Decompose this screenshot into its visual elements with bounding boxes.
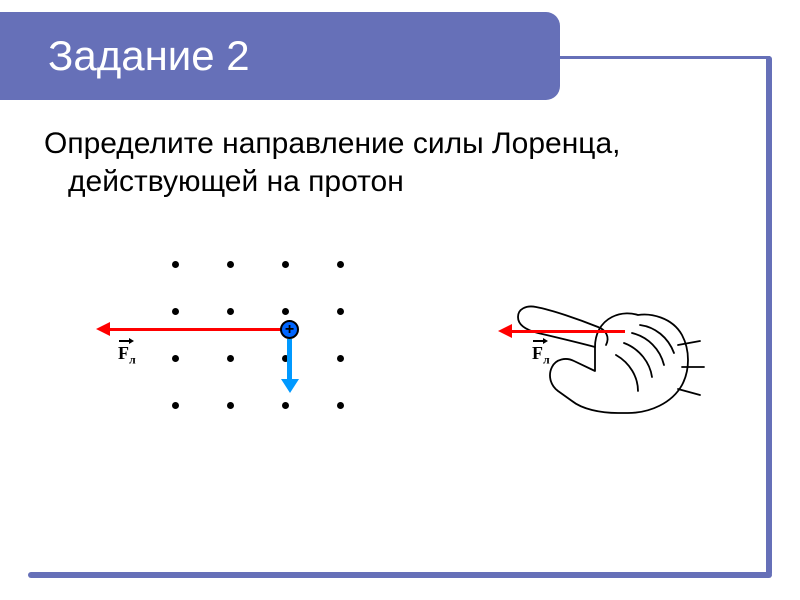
lorentz-force-arrow-hand <box>510 330 625 333</box>
field-dot <box>172 261 179 268</box>
field-dot <box>337 261 344 268</box>
field-dot <box>337 402 344 409</box>
proton-particle <box>280 320 299 339</box>
field-dot <box>227 355 234 362</box>
task-text-line1: Определите направление силы Лоренца, <box>44 125 740 163</box>
header-title: Задание 2 <box>48 32 250 80</box>
content-area: Определите направление силы Лоренца, дей… <box>44 125 740 200</box>
field-dot <box>282 402 289 409</box>
force-subscript: л <box>129 353 136 367</box>
diagram-area: Fл Fл <box>0 245 800 545</box>
frame-bottom <box>28 572 772 578</box>
field-dot <box>172 355 179 362</box>
force-label-diagram: Fл <box>118 343 136 368</box>
lorentz-force-arrow-diagram <box>108 328 288 331</box>
field-dot <box>227 308 234 315</box>
field-dot <box>282 261 289 268</box>
field-dot <box>337 308 344 315</box>
field-dot <box>337 355 344 362</box>
field-dot <box>227 261 234 268</box>
field-dot <box>172 402 179 409</box>
header-underline <box>560 56 770 59</box>
field-dot <box>172 308 179 315</box>
field-dot <box>282 308 289 315</box>
task-text-line2: действующей на протон <box>44 163 740 201</box>
velocity-arrow <box>287 339 292 381</box>
force-subscript-hand: л <box>543 353 550 367</box>
force-label-hand: Fл <box>532 343 550 368</box>
header-bar: Задание 2 <box>0 12 560 100</box>
field-dot <box>227 402 234 409</box>
